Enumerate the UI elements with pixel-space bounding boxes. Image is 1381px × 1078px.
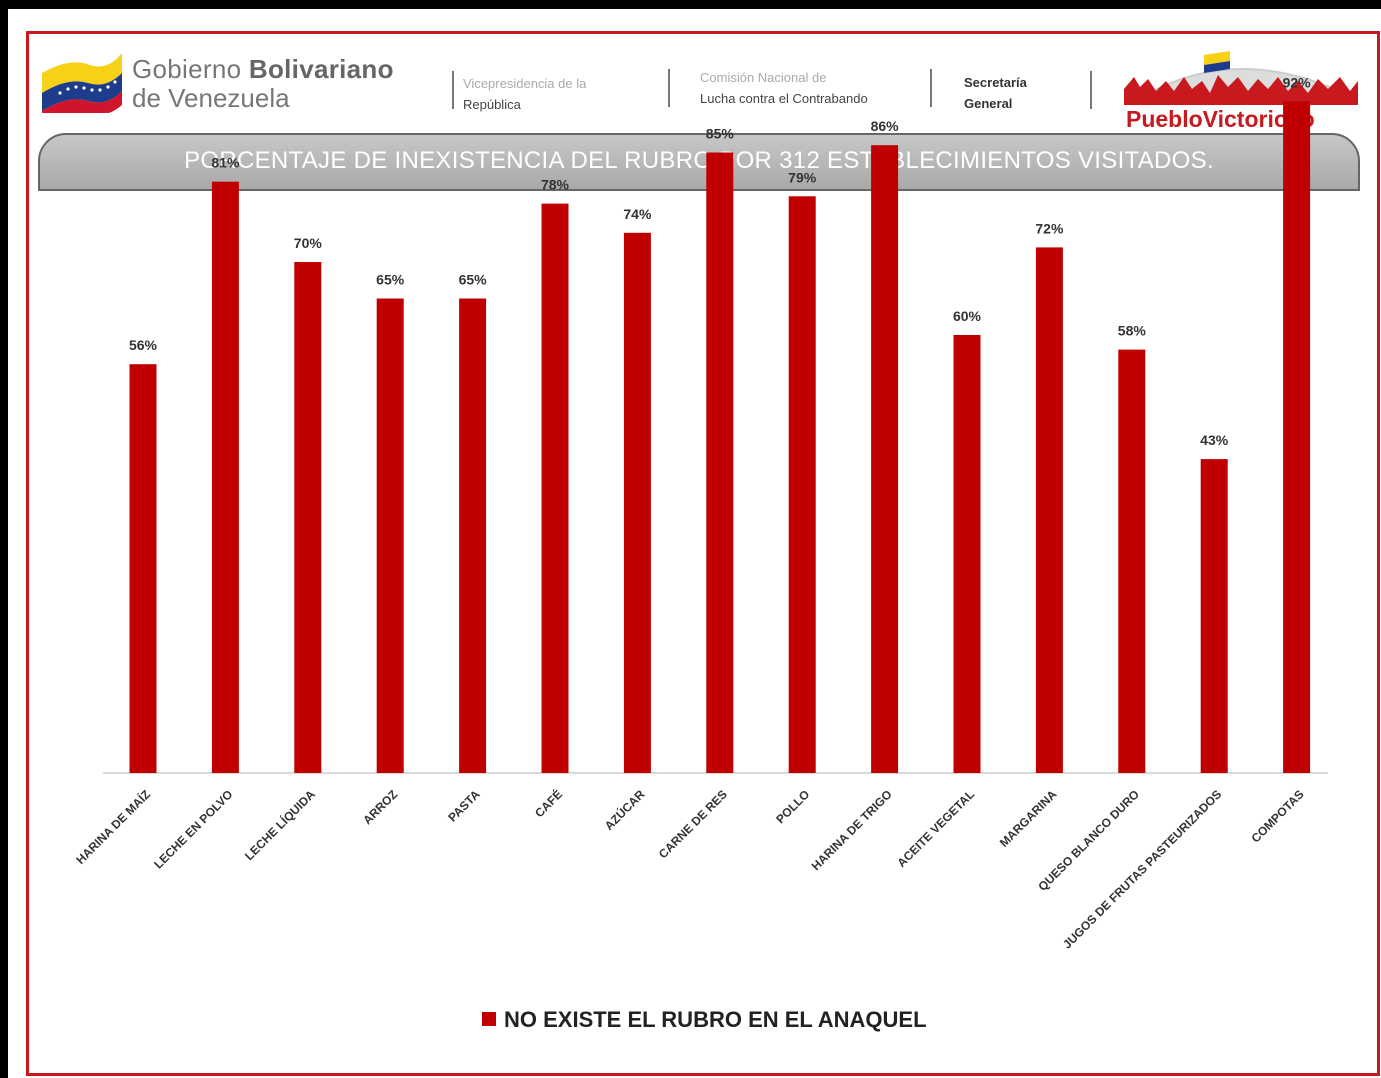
category-label: LECHE EN POLVO [151, 787, 235, 871]
bar-value-label: 65% [376, 272, 405, 288]
category-label: HARINA DE MAÍZ [73, 787, 154, 868]
category-label: LECHE LÍQUIDA [241, 786, 318, 863]
vicepresidencia-label: Vicepresidencia de la República [463, 76, 587, 112]
gobierno-title: Gobierno Bolivariano [132, 54, 394, 84]
bar-value-label: 56% [129, 337, 158, 353]
bar-value-label: 74% [623, 206, 652, 222]
chart-title-banner: PORCENTAJE DE INEXISTENCIA DEL RUBRO POR… [38, 133, 1360, 191]
legend-swatch [482, 1012, 496, 1026]
bar-value-label: 60% [953, 308, 982, 324]
bar [953, 335, 981, 773]
bar [1283, 101, 1311, 773]
category-label: HARINA DE TRIGO [809, 787, 895, 873]
venezuela-flag-icon [42, 53, 122, 113]
category-label: ARROZ [360, 787, 400, 827]
category-label: MARGARINA [997, 787, 1060, 850]
secretaria-label: Secretaría General [964, 75, 1027, 111]
bar-value-label: 72% [1035, 220, 1064, 236]
header-divider [668, 69, 670, 107]
category-label: CAFÉ [531, 787, 565, 821]
category-label: COMPOTAS [1248, 787, 1306, 845]
bar-value-label: 65% [459, 272, 488, 288]
slide-border [26, 31, 1380, 1076]
bar [788, 196, 816, 774]
bar [706, 152, 734, 773]
bar-value-label: 43% [1200, 432, 1229, 448]
legend-label: NO EXISTE EL RUBRO EN EL ANAQUEL [504, 1007, 927, 1032]
header-divider [1090, 71, 1092, 109]
bar-value-label: 86% [871, 118, 900, 134]
bar-value-label: 58% [1118, 323, 1147, 339]
bar-value-label: 70% [294, 235, 323, 251]
bar [871, 145, 899, 773]
category-label: ACEITE VEGETAL [894, 787, 977, 870]
category-label: POLLO [773, 787, 812, 826]
bar [129, 364, 157, 773]
bar-chart: 56% 81% 70% 65% 65% 78% 74% 85% 79% 86% 60% 72% 58% 4… [73, 74, 1328, 951]
bar [459, 298, 487, 773]
bar [541, 203, 569, 774]
header-divider [452, 71, 454, 109]
comision-label: Comisión Nacional de Lucha contra el Con… [700, 70, 868, 106]
bar-value-label: 79% [788, 169, 817, 185]
bar [376, 298, 404, 773]
chart-legend: NO EXISTE EL RUBRO EN EL ANAQUEL [482, 1007, 927, 1033]
category-label: CARNE DE RES [656, 787, 730, 861]
bar [1118, 349, 1146, 773]
category-label: JUGOS DE FRUTAS PASTEURIZADOS [1060, 787, 1224, 951]
bar-value-label: 92% [1283, 74, 1312, 90]
category-label: PASTA [445, 787, 483, 825]
header: Gobierno Bolivariano de Venezuela Vicepr… [8, 9, 1381, 134]
bar [211, 181, 239, 773]
header-divider [930, 69, 932, 107]
bar-value-label: 78% [541, 177, 570, 193]
category-label: AZÚCAR [601, 786, 648, 833]
bar [294, 262, 322, 773]
bar-value-label: 85% [706, 126, 735, 142]
slide: Gobierno Bolivariano de Venezuela Vicepr… [8, 9, 1381, 1078]
bar [1200, 459, 1228, 773]
gobierno-subtitle: de Venezuela [132, 83, 290, 113]
bar-value-label: 81% [211, 155, 240, 171]
bar [623, 232, 651, 774]
bar [1035, 247, 1063, 773]
